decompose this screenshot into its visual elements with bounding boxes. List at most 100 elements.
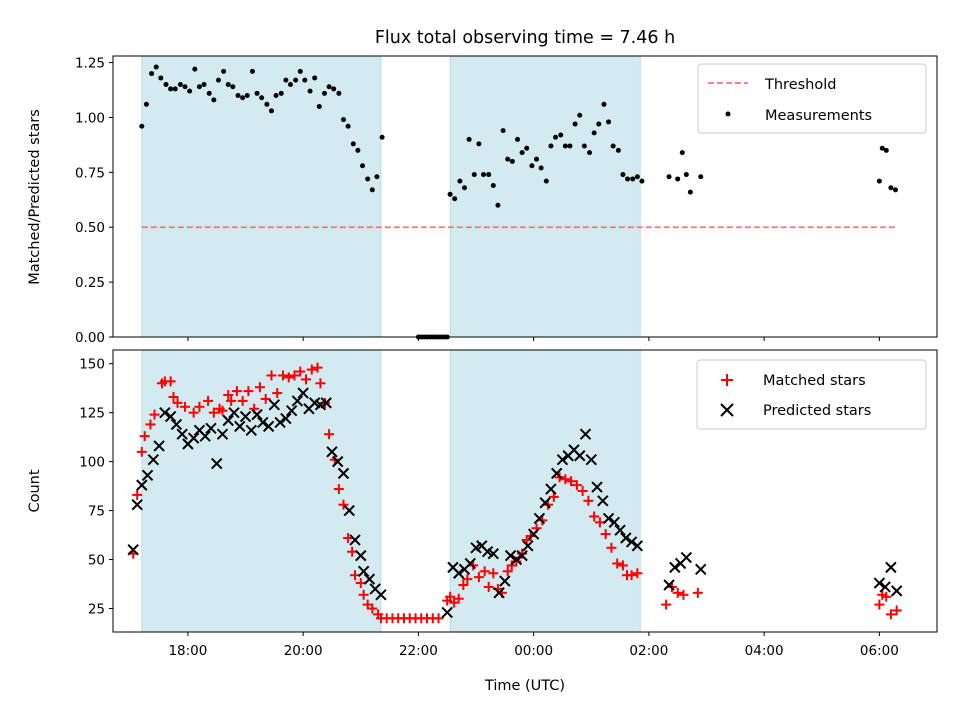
predicted-star-point: [262, 420, 275, 433]
predicted-star-stroke: [308, 397, 321, 409]
measurement-point: [581, 143, 587, 149]
predicted-star-stroke: [349, 534, 361, 546]
predicted-star-stroke: [136, 479, 148, 491]
predicted-star-point: [545, 483, 557, 495]
matched-star-point: [462, 574, 473, 585]
predicted-star-stroke: [280, 412, 292, 425]
matched-star-point: [168, 392, 179, 402]
top-y-tick-label: 0.25: [75, 275, 105, 291]
predicted-star-stroke: [597, 495, 609, 507]
predicted-star-point: [343, 504, 355, 517]
predicted-star-stroke: [447, 561, 459, 574]
measurement-point: [476, 141, 482, 147]
predicted-star-stroke: [205, 422, 217, 435]
legend-measurements-swatch: [725, 111, 731, 117]
matched-star-point: [358, 589, 369, 600]
predicted-star-stroke: [464, 557, 476, 570]
matched-star-point: [333, 484, 344, 495]
predicted-star-point: [550, 467, 563, 480]
predicted-star-stroke: [545, 483, 557, 495]
predicted-star-point: [251, 408, 263, 421]
predicted-star-stroke: [285, 405, 298, 417]
matched-star-point: [226, 395, 237, 406]
matched-star-point: [479, 566, 490, 577]
measurement-point: [461, 185, 467, 191]
matched-star-point: [612, 558, 623, 569]
top-y-tick-label: 1.00: [75, 110, 105, 126]
measurement-point: [500, 128, 506, 134]
predicted-star-stroke: [262, 420, 275, 433]
top-y-axis-label: Matched/Predicted stars: [27, 109, 43, 285]
measurement-point: [630, 176, 636, 182]
predicted-star-stroke: [363, 573, 376, 585]
predicted-star-point: [890, 585, 903, 597]
measurement-point: [259, 95, 265, 101]
predicted-star-point: [574, 450, 586, 462]
predicted-star-point: [349, 534, 361, 546]
predicted-star-point: [274, 416, 286, 429]
measurement-point: [466, 136, 472, 142]
predicted-star-point: [205, 422, 217, 435]
bottom-y-tick-label: 50: [88, 553, 105, 569]
predicted-star-point: [141, 469, 154, 482]
measurement-point: [273, 93, 279, 99]
legend-matched-swatch: [721, 374, 733, 386]
measurement-point: [666, 174, 672, 180]
legend-predicted-swatch: [720, 403, 734, 417]
measurement-point: [221, 68, 227, 74]
measurement-point: [312, 75, 318, 81]
measurement-point: [876, 178, 882, 184]
predicted-star-point: [493, 587, 505, 599]
measurement-point: [548, 143, 554, 149]
measurement-point: [687, 189, 693, 195]
predicted-star-point: [363, 573, 376, 585]
predicted-star-stroke: [291, 395, 304, 407]
predicted-star-stroke: [193, 424, 206, 436]
matched-star-point: [632, 568, 643, 579]
predicted-star-point: [326, 446, 338, 458]
predicted-star-point: [663, 579, 675, 591]
matched-star-point: [891, 605, 902, 616]
chart-title: Flux total observing time = 7.46 h: [375, 28, 675, 48]
predicted-star-point: [556, 453, 569, 466]
bottom-x-tick-label: 20:00: [284, 643, 323, 659]
top-axes: 0.00 0.25 0.50 0.75 1.00 1.25: [75, 55, 938, 346]
measurement-point: [524, 145, 530, 151]
predicted-star-stroke: [568, 444, 580, 456]
measurement-point: [675, 176, 681, 182]
predicted-star-point: [579, 428, 592, 440]
predicted-star-point: [211, 457, 223, 470]
measurement-point: [683, 172, 689, 178]
predicted-star-stroke: [251, 408, 263, 421]
predicted-star-point: [164, 410, 177, 423]
matched-star-point: [289, 370, 300, 381]
measurement-point: [679, 150, 685, 156]
predicted-star-point: [375, 589, 387, 601]
legend-measurements-label: Measurements: [765, 108, 872, 124]
measurement-point: [302, 77, 308, 83]
predicted-star-stroke: [510, 553, 523, 566]
measurement-point: [379, 134, 385, 140]
bottom-shaded-interval: [141, 349, 382, 633]
bottom-x-tick-label: 18:00: [168, 643, 207, 659]
measurement-point: [177, 82, 183, 88]
measurement-point: [587, 150, 593, 156]
bottom-y-tick-label: 75: [88, 504, 105, 520]
top-shaded-interval: [141, 55, 382, 338]
measurement-point: [249, 68, 255, 74]
predicted-star-point: [285, 405, 298, 417]
predicted-star-point: [153, 440, 165, 452]
predicted-star-stroke: [602, 512, 615, 525]
measurement-point: [206, 90, 212, 96]
matched-star-point: [589, 511, 600, 522]
measurement-point: [495, 202, 501, 208]
measurement-point: [596, 121, 602, 127]
predicted-star-stroke: [239, 410, 252, 423]
predicted-star-stroke: [268, 399, 281, 411]
predicted-star-point: [873, 577, 886, 589]
measurement-point: [457, 178, 463, 184]
legend-matched-label: Matched stars: [763, 373, 866, 389]
measurement-point: [620, 172, 626, 178]
measurement-point: [149, 71, 155, 77]
top-frame: [112, 55, 938, 338]
